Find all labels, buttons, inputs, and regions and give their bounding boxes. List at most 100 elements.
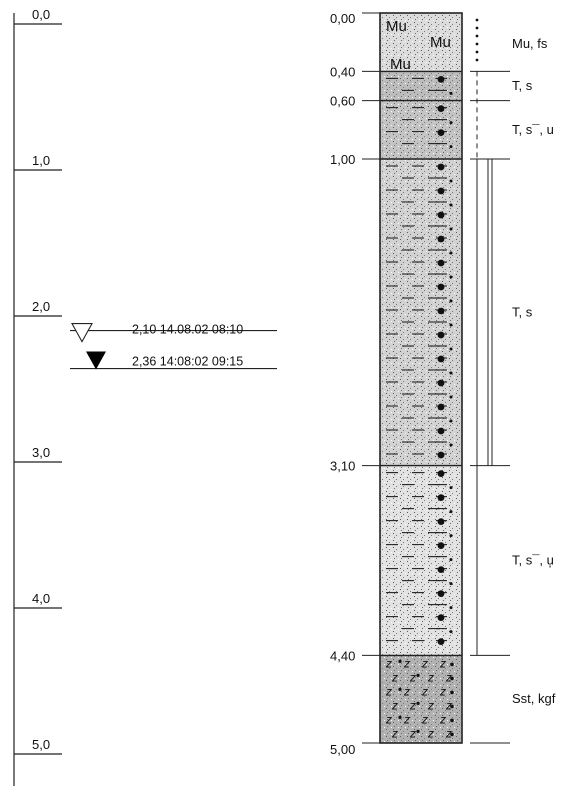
sand-grain — [437, 235, 445, 243]
soil-layer — [380, 464, 462, 656]
dotted-marker — [475, 18, 479, 22]
sandstone-glyph: z — [421, 656, 428, 670]
sandstone-glyph: z — [421, 684, 428, 698]
layer-top-label: 4,40 — [330, 648, 355, 663]
silt-dot — [449, 299, 453, 303]
sandstone-dot — [416, 673, 420, 678]
silt-dot — [449, 323, 453, 327]
sand-grain — [437, 403, 445, 411]
groundwater-label: 2,10 14.08.02 08:10 — [132, 323, 243, 337]
scale-tick-label: 4,0 — [32, 591, 50, 606]
groundwater-level: 2,36 14:08:02 09:15 — [70, 351, 277, 370]
layer-fill — [380, 100, 462, 159]
sandstone-dot — [416, 729, 420, 734]
soil-layer — [380, 158, 462, 466]
filled-triangle-icon — [86, 351, 106, 370]
sandstone-dot — [398, 715, 402, 720]
silt-dot — [449, 534, 453, 538]
layer-top-label: 0,60 — [330, 94, 355, 109]
sand-grain — [437, 494, 445, 501]
silt-dot — [449, 443, 453, 447]
sand-grain — [437, 566, 445, 573]
layer-fill — [380, 71, 462, 101]
layer-top-label: 0,40 — [330, 64, 355, 79]
silt-dot — [449, 91, 453, 95]
layer-description: Mu, fs — [512, 36, 548, 51]
sandstone-glyph: z — [427, 670, 434, 684]
silt-dot — [449, 630, 453, 634]
groundwater-level: 2,10 14.08.02 08:10 — [70, 323, 277, 343]
dotted-marker — [475, 58, 479, 62]
silt-dot — [449, 251, 453, 255]
sandstone-dot — [398, 687, 402, 692]
layer-description: T, s — [512, 304, 533, 319]
dotted-marker — [475, 42, 479, 46]
layer-depth-labels: 0,00 0,40 0,60 1,00 3,10 4,40 5,00 — [330, 11, 510, 757]
layer-symbols: Mu Mu Mu — [386, 18, 451, 73]
sand-grain — [437, 638, 445, 645]
sand-grain — [437, 355, 445, 363]
sandstone-glyph: z — [385, 656, 392, 670]
layer-description: Sst, kgf — [512, 691, 556, 706]
layer-fill — [380, 655, 462, 743]
sandstone-dot — [450, 690, 454, 695]
sandstone-glyph: z — [445, 670, 452, 684]
scale-tick-label: 1,0 — [32, 153, 50, 168]
soil-layer — [380, 99, 462, 159]
layer-symbols — [386, 163, 453, 459]
sand-grain — [437, 427, 445, 435]
layer-description: T, s — [512, 78, 533, 93]
fill-glyph: Mu — [386, 18, 407, 35]
layer-symbols — [386, 76, 453, 95]
layer-symbols — [386, 470, 453, 645]
sandstone-glyph: z — [427, 698, 434, 712]
sandstone-glyph: z — [391, 670, 398, 684]
final-depth-label: 5,00 — [330, 742, 355, 757]
groundwater-levels: 2,10 14.08.02 08:10 2,36 14:08:02 09:15 — [70, 323, 277, 370]
silt-dot — [449, 121, 453, 125]
sandstone-glyph: z — [403, 712, 410, 726]
sand-grain — [437, 163, 445, 171]
layer-fill — [380, 13, 462, 72]
silt-dot — [449, 145, 453, 149]
sand-grain — [437, 331, 445, 339]
column-annotations — [475, 18, 493, 656]
dotted-marker — [475, 34, 479, 38]
soil-layer: Mu Mu Mu — [380, 13, 462, 73]
scale-tick-label: 3,0 — [32, 445, 50, 460]
sand-grain — [437, 187, 445, 195]
sandstone-glyph: z — [439, 656, 446, 670]
sandstone-glyph: z — [439, 712, 446, 726]
silt-dot — [449, 558, 453, 562]
sand-grain — [437, 614, 445, 621]
fill-glyph: Mu — [390, 56, 411, 73]
soil-layer: z z z zz z z zz z z zz z z zz z z zz z z z — [380, 654, 462, 743]
silt-dot — [449, 395, 453, 399]
silt-dot — [449, 227, 453, 231]
sandstone-glyph: z — [421, 712, 428, 726]
sand-grain — [437, 470, 445, 477]
layer-fill — [380, 465, 462, 656]
sand-grain — [437, 259, 445, 267]
silt-dot — [449, 419, 453, 423]
sand-grain — [437, 451, 445, 459]
sandstone-dot — [450, 704, 454, 709]
sandstone-glyph: z — [409, 670, 416, 684]
sandstone-glyph: z — [445, 726, 452, 740]
dotted-marker — [475, 50, 479, 54]
silt-dot — [449, 275, 453, 279]
sand-grain — [437, 307, 445, 315]
sandstone-glyph: z — [409, 726, 416, 740]
sand-grain — [437, 211, 445, 219]
sandstone-glyph: z — [385, 712, 392, 726]
groundwater-label: 2,36 14:08:02 09:15 — [132, 355, 243, 369]
layer-top-label: 1,00 — [330, 152, 355, 167]
silt-dot — [449, 582, 453, 586]
sandstone-glyph: z — [385, 684, 392, 698]
sandstone-dot — [398, 659, 402, 664]
layer-descriptions: Mu, fs T, s T, s¯, u T, s T, s¯, u̦ Sst, kgf — [512, 36, 556, 706]
scale-tick-label: 2,0 — [32, 299, 50, 314]
sandstone-glyph: z — [391, 726, 398, 740]
layer-symbols: z z z zz z z zz z z zz z z zz z z zz z z z — [385, 656, 454, 740]
